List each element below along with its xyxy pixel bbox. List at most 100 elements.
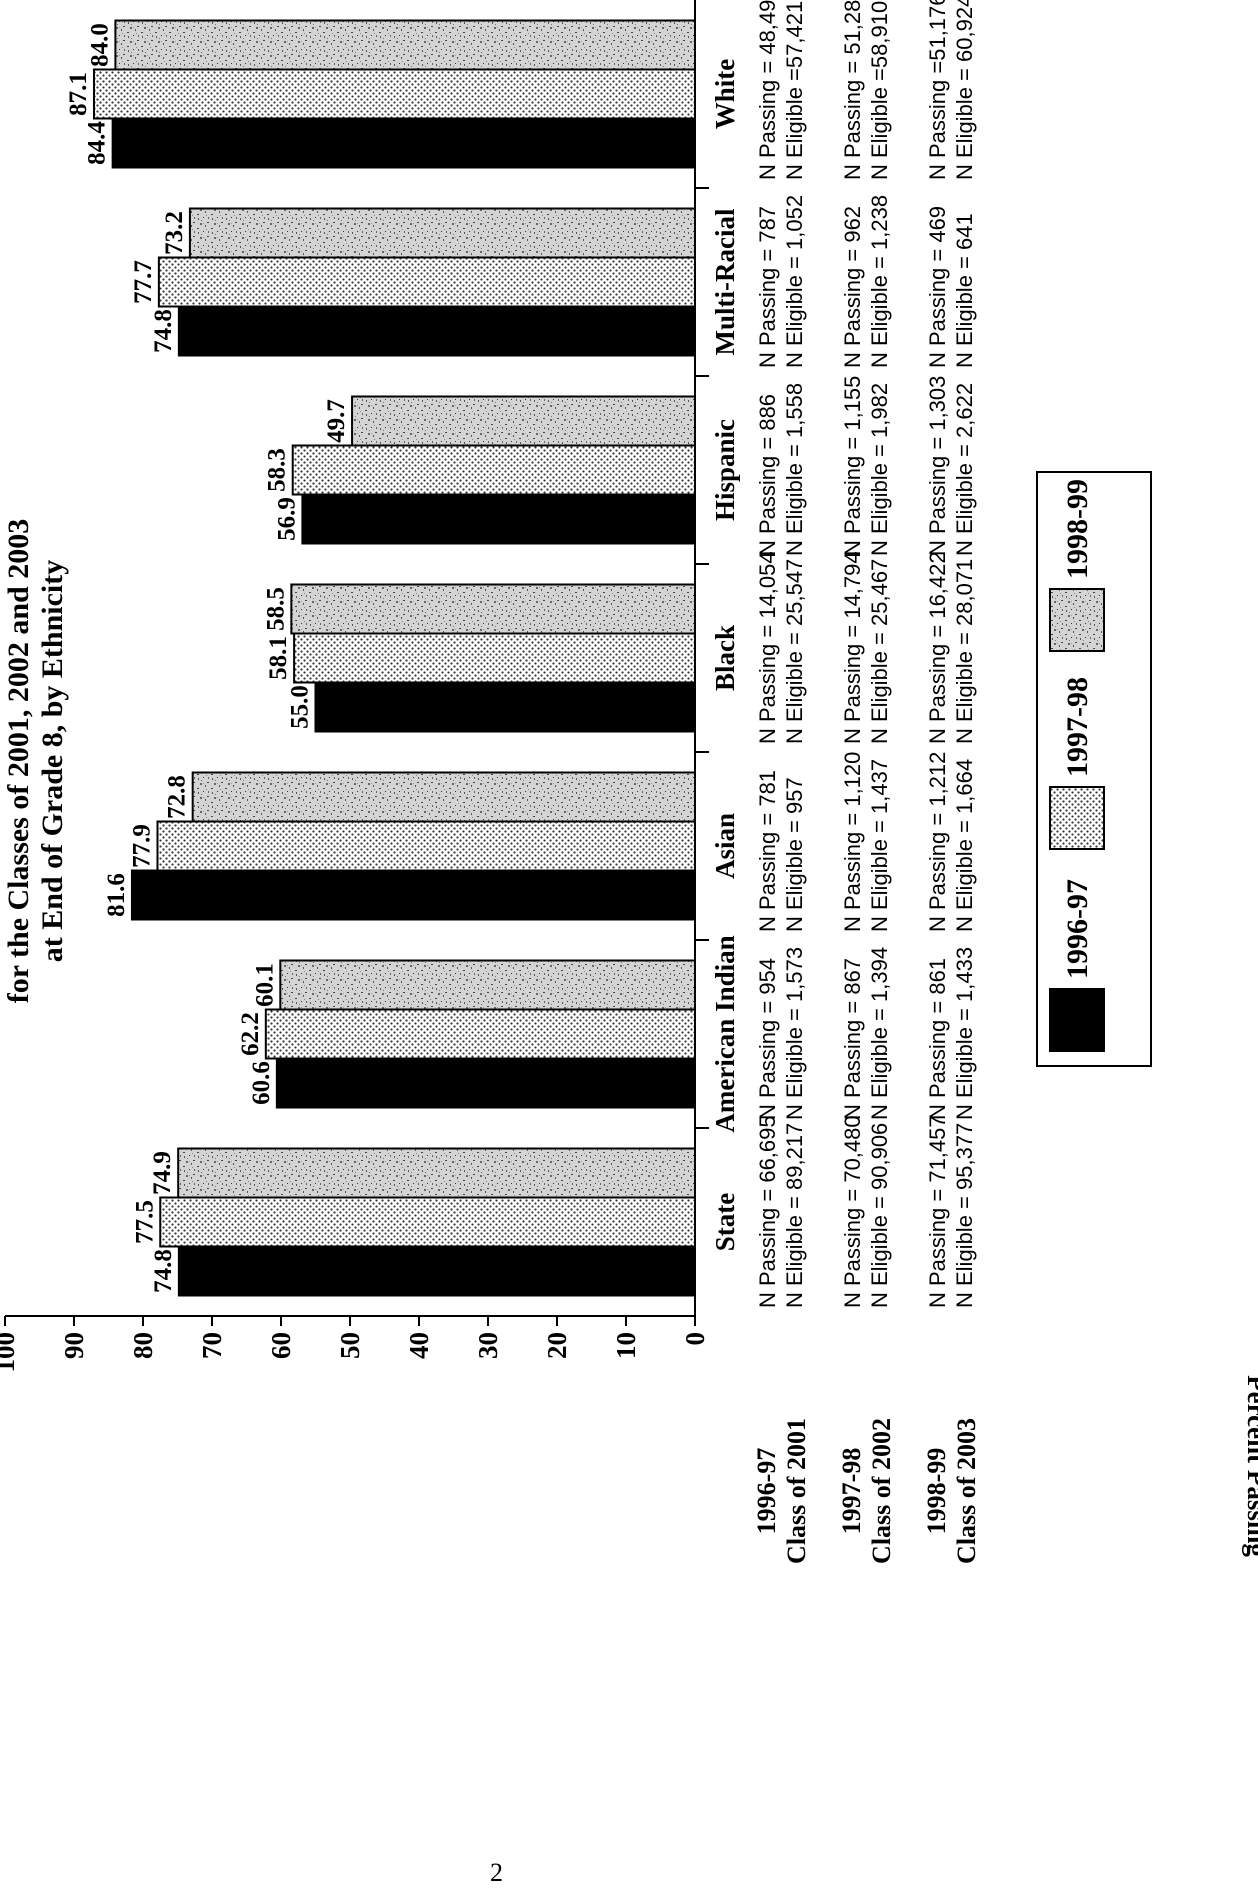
n-passing-state-1996-97: N Passing = 66,695 <box>755 1115 780 1308</box>
n-eligible-multi-racial-1998-99: N Eligible = 641 <box>952 213 977 368</box>
n-passing-asian-1997-98: N Passing = 1,120 <box>840 752 865 932</box>
cohort-year-1996-97: 1996-97 <box>752 1448 781 1535</box>
n-passing-asian-1996-97: N Passing = 781 <box>755 770 780 932</box>
bar-asian-1997-98 <box>156 820 697 872</box>
n-eligible-hispanic-1998-99: N Eligible = 2,622 <box>952 383 977 556</box>
category-label-american-indian: American Indian <box>710 935 740 1132</box>
n-eligible-asian-1997-98: N Eligible = 1,437 <box>867 759 892 932</box>
y-tick-label-90: 90 <box>59 1332 89 1359</box>
bar-american-indian-1998-99 <box>279 959 696 1011</box>
value-label-asian-1996-97: 81.6 <box>103 873 130 917</box>
n-eligible-american-indian-1998-99: N Eligible = 1,433 <box>952 947 977 1120</box>
bar-state-1996-97 <box>177 1245 696 1297</box>
value-label-white-1998-99: 84.0 <box>86 23 113 67</box>
n-passing-hispanic-1996-97: N Passing = 886 <box>755 394 780 556</box>
n-eligible-black-1998-99: N Eligible = 28,071 <box>952 559 977 744</box>
y-tick-label-80: 80 <box>128 1332 158 1359</box>
legend-swatch-1997-98 <box>1049 786 1105 850</box>
count-labels: N Passing = 66,695 N Eligible = 89,217 N P… <box>755 0 977 1308</box>
bar-multi-racial-1997-98 <box>157 256 696 308</box>
y-tick-label-100: 100 <box>0 1332 20 1373</box>
value-label-black-1998-99: 58.5 <box>262 587 289 631</box>
n-passing-hispanic-1998-99: N Passing = 1,303 <box>925 376 950 556</box>
n-eligible-black-1997-98: N Eligible = 25,467 <box>867 559 892 744</box>
value-label-asian-1997-98: 77.9 <box>128 824 155 868</box>
y-tick-label-20: 20 <box>542 1332 572 1359</box>
category-label-black: Black <box>710 625 740 691</box>
n-passing-american-indian-1998-99: N Passing = 861 <box>925 958 950 1120</box>
bar-black-1996-97 <box>314 681 696 733</box>
value-label-state-1996-97: 74.8 <box>150 1249 177 1293</box>
n-eligible-white-1997-98: N Eligible =58,910 <box>867 1 892 180</box>
bar-hispanic-1998-99 <box>351 395 696 447</box>
bar-multi-racial-1996-97 <box>177 305 696 357</box>
cohort-year-1997-98: 1997-98 <box>837 1448 866 1535</box>
bar-black-1998-99 <box>290 583 696 635</box>
category-label-multi-racial: Multi-Racial <box>710 208 740 355</box>
value-label-white-1996-97: 84.4 <box>84 121 111 165</box>
page-number: 2 <box>490 1858 503 1887</box>
n-eligible-asian-1998-99: N Eligible = 1,664 <box>952 759 977 932</box>
n-eligible-hispanic-1997-98: N Eligible = 1,982 <box>867 383 892 556</box>
value-label-multi-racial-1996-97: 74.8 <box>150 309 177 353</box>
y-tick-label-30: 30 <box>473 1332 503 1359</box>
axes <box>5 0 709 1317</box>
cohort-year-1998-99: 1998-99 <box>922 1448 951 1535</box>
n-eligible-state-1998-99: N Eligible = 95,377 <box>952 1123 977 1308</box>
legend-label-1997-98: 1997-98 <box>1061 677 1094 777</box>
n-eligible-state-1996-97: N Eligible = 89,217 <box>782 1123 807 1308</box>
bars: 74.8 77.5 74.9 60.6 62.2 60.1 81.6 77.9 72.8 55.0… <box>65 19 697 1297</box>
n-passing-multi-racial-1996-97: N Passing = 787 <box>755 206 780 368</box>
n-passing-american-indian-1997-98: N Passing = 867 <box>840 958 865 1120</box>
y-tick-label-70: 70 <box>197 1332 227 1359</box>
legend-label-1998-99: 1998-99 <box>1061 479 1094 579</box>
legend-swatch-1998-99 <box>1049 588 1105 652</box>
bar-white-1997-98 <box>93 68 696 120</box>
bar-asian-1998-99 <box>191 771 696 823</box>
value-label-black-1996-97: 55.0 <box>287 685 314 729</box>
n-passing-state-1998-99: N Passing = 71,457 <box>925 1115 950 1308</box>
value-label-hispanic-1997-98: 58.3 <box>264 448 291 492</box>
n-passing-white-1996-97: N Passing = 48,491 <box>755 0 780 180</box>
y-axis-label: Percent Passing <box>1242 1375 1258 1557</box>
value-label-american-indian-1998-99: 60.1 <box>251 963 278 1007</box>
n-passing-multi-racial-1998-99: N Passing = 469 <box>925 206 950 368</box>
n-eligible-asian-1996-97: N Eligible = 957 <box>782 777 807 932</box>
cohort-class-1997-98: Class of 2002 <box>867 1418 896 1564</box>
value-label-white-1997-98: 87.1 <box>65 72 92 116</box>
bar-black-1997-98 <box>293 632 696 684</box>
bar-american-indian-1997-98 <box>264 1008 696 1060</box>
n-eligible-american-indian-1997-98: N Eligible = 1,394 <box>867 947 892 1120</box>
n-passing-asian-1998-99: N Passing = 1,212 <box>925 752 950 932</box>
y-tick-label-50: 50 <box>335 1332 365 1359</box>
n-eligible-white-1996-97: N Eligible =57,421 <box>782 1 807 180</box>
cohort-labels: 1996-97 Class of 2001 1997-98 Class of 2002… <box>752 1418 981 1564</box>
n-eligible-multi-racial-1996-97: N Eligible = 1,052 <box>782 195 807 368</box>
category-label-white: White <box>710 59 740 130</box>
value-label-asian-1998-99: 72.8 <box>164 775 191 819</box>
n-eligible-black-1996-97: N Eligible = 25,547 <box>782 559 807 744</box>
value-label-state-1997-98: 77.5 <box>131 1200 158 1244</box>
value-label-multi-racial-1998-99: 73.2 <box>161 211 188 255</box>
y-tick-label-0: 0 <box>680 1332 710 1346</box>
bar-asian-1996-97 <box>130 869 696 921</box>
n-passing-white-1997-98: N Passing = 51,282 <box>840 0 865 180</box>
category-label-state: State <box>710 1193 740 1251</box>
legend-label-1996-97: 1996-97 <box>1061 879 1094 979</box>
bar-white-1998-99 <box>114 19 696 71</box>
value-label-american-indian-1996-97: 60.6 <box>248 1061 275 1105</box>
bar-multi-racial-1998-99 <box>188 207 696 259</box>
legend: 1996-97 1997-98 1998-99 <box>1036 471 1152 1067</box>
n-passing-white-1998-99: N Passing =51,176 <box>925 0 950 180</box>
cohort-class-1996-97: Class of 2001 <box>782 1418 811 1564</box>
legend-swatch-1996-97 <box>1049 988 1105 1052</box>
category-label-hispanic: Hispanic <box>710 419 740 521</box>
cohort-class-1998-99: Class of 2003 <box>952 1418 981 1564</box>
legend-box <box>1036 471 1152 1067</box>
value-label-hispanic-1996-97: 56.9 <box>273 497 300 541</box>
n-eligible-multi-racial-1997-98: N Eligible = 1,238 <box>867 195 892 368</box>
bar-white-1996-97 <box>111 117 696 169</box>
chart-title-line1: for the Classes of 2001, 2002 and 2003 <box>2 519 35 1003</box>
